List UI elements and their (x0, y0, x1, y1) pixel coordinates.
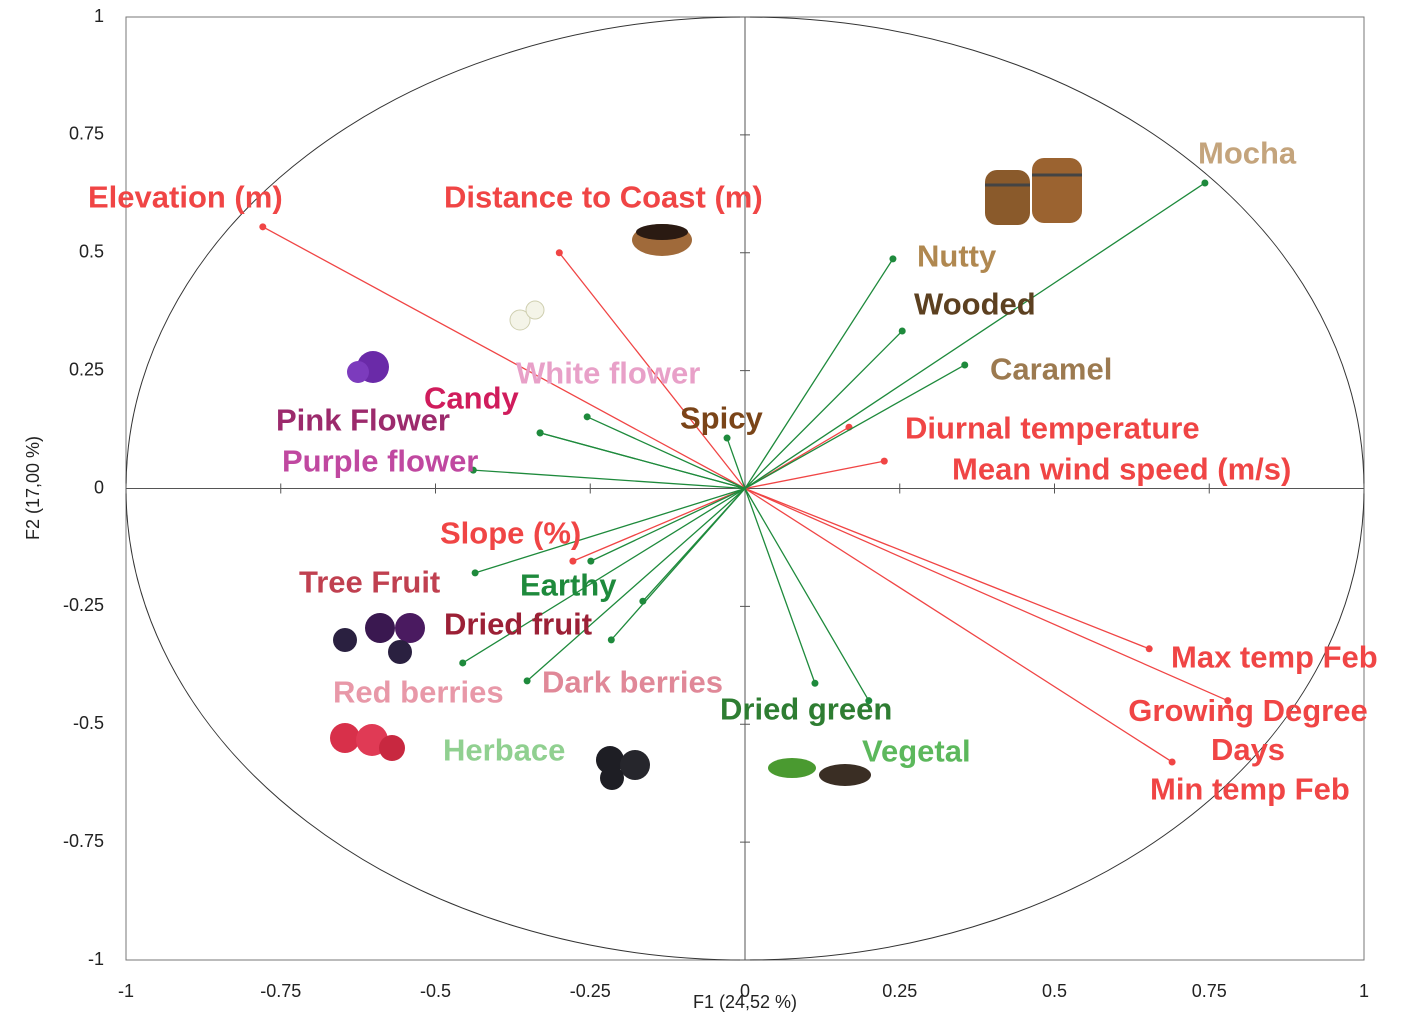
variable-label: Distance to Coast (m) (444, 178, 763, 217)
variable-label: Dried green (720, 690, 892, 729)
variable-label: Vegetal (862, 732, 971, 771)
loading-point (889, 255, 896, 262)
variable-label: Tree Fruit (299, 563, 440, 602)
variable-label: Slope (%) (440, 514, 581, 553)
variable-label: Nutty (917, 237, 996, 276)
x-tick-label: -0.75 (260, 981, 301, 1001)
loading-point (584, 413, 591, 420)
variable-label: Red berries (333, 673, 504, 712)
variable-label: Mean wind speed (m/s) (952, 450, 1291, 489)
variable-label: Max temp Feb (1171, 638, 1378, 677)
y-tick-label: 0.5 (79, 242, 104, 262)
variable-label: Min temp Feb (1150, 770, 1350, 809)
loading-point (881, 458, 888, 465)
y-axis-title: F2 (17,00 %) (23, 436, 43, 540)
loading-point (524, 677, 531, 684)
x-tick-label: 0.25 (882, 981, 917, 1001)
y-tick-label: 0 (94, 477, 104, 497)
loading-vector (745, 259, 893, 489)
loading-vector (473, 470, 745, 488)
loading-point (961, 361, 968, 368)
loading-point (569, 558, 576, 565)
variable-label: Caramel (990, 350, 1112, 389)
variable-label: Wooded (914, 285, 1036, 324)
loading-point (259, 223, 266, 230)
x-tick-label: -0.25 (570, 981, 611, 1001)
loading-point (459, 659, 466, 666)
loading-vector (745, 489, 815, 684)
loading-vector (745, 489, 1228, 701)
x-tick-label: 0.5 (1042, 981, 1067, 1001)
chart: -1 -0.75 -0.5 -0.25 0 0.25 0.5 0.75 1 -1 -0.75 -0.5… (0, 0, 1419, 1017)
x-axis-title: F1 (24,52 %) (693, 992, 797, 1012)
loading-vector (540, 433, 745, 489)
variable-label: Growing Degree Days (1108, 691, 1388, 769)
x-tick-label: 1 (1359, 981, 1369, 1001)
loading-vector (573, 489, 745, 562)
variable-label: Dried fruit (444, 605, 592, 644)
variable-label: Spicy (680, 399, 763, 438)
variable-label: Dark berries (542, 663, 723, 702)
y-tick-label: -0.25 (63, 595, 104, 615)
loading-point (1146, 645, 1153, 652)
variable-label: Pink Flower (276, 401, 450, 440)
variable-label: White flower (516, 354, 700, 393)
loading-point (472, 569, 479, 576)
variable-label: Earthy (520, 566, 616, 605)
loading-point (556, 249, 563, 256)
x-tick-label: -0.5 (420, 981, 451, 1001)
x-tick-label: 0.75 (1192, 981, 1227, 1001)
loading-point (537, 429, 544, 436)
loading-vector (611, 489, 745, 640)
y-tick-label: 0.75 (69, 124, 104, 144)
loading-point (899, 328, 906, 335)
loading-point (587, 558, 594, 565)
loading-vector (745, 489, 1149, 649)
loading-point (1201, 179, 1208, 186)
y-tick-label: -0.5 (73, 713, 104, 733)
variable-label: Elevation (m) (88, 178, 283, 217)
variable-label: Mocha (1198, 134, 1296, 173)
loading-point (608, 636, 615, 643)
loading-vector (745, 489, 869, 701)
y-tick-label: 0.25 (69, 359, 104, 379)
loading-point (811, 680, 818, 687)
x-tick-label: -1 (118, 981, 134, 1001)
variable-label: Purple flower (282, 442, 478, 481)
y-tick-label: -0.75 (63, 831, 104, 851)
y-tick-label: -1 (88, 949, 104, 969)
variable-label: Diurnal temperature (905, 409, 1200, 448)
loading-vector (591, 489, 745, 562)
variable-label: Herbace (443, 731, 565, 770)
y-tick-label: 1 (94, 6, 104, 26)
loading-vector (745, 331, 902, 488)
